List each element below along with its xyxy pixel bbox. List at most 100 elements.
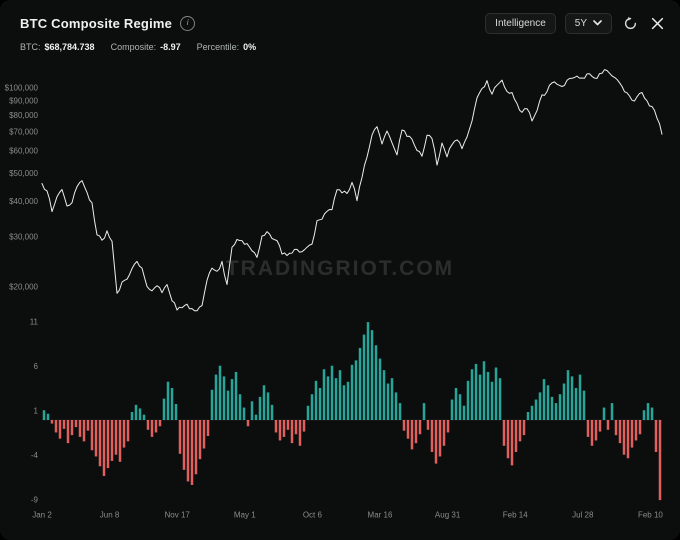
oscillator-bar bbox=[458, 394, 462, 420]
oscillator-bar bbox=[170, 387, 174, 420]
percentile-value: 0% bbox=[243, 42, 257, 52]
oscillator-bar bbox=[494, 367, 498, 420]
stats-row: BTC: $68,784.738 Composite: -8.97 Percen… bbox=[20, 42, 256, 52]
oscillator-bar bbox=[266, 392, 270, 420]
x-tick-label: Nov 17 bbox=[165, 511, 191, 520]
composite-value: -8.97 bbox=[160, 42, 181, 52]
oscillator-bar bbox=[246, 420, 250, 427]
oscillator-bar bbox=[378, 358, 382, 420]
oscillator-y-tick-label: 6 bbox=[34, 362, 39, 371]
oscillator-bar bbox=[274, 420, 278, 433]
oscillator-bar bbox=[482, 361, 486, 420]
price-y-tick-label: $60,000 bbox=[9, 147, 38, 156]
page-title: BTC Composite Regime bbox=[20, 15, 173, 31]
x-tick-label: Jun 8 bbox=[100, 511, 120, 520]
oscillator-bar bbox=[610, 403, 614, 420]
oscillator-bar bbox=[462, 405, 466, 420]
oscillator-bar bbox=[98, 420, 102, 467]
oscillator-bar bbox=[618, 420, 622, 444]
oscillator-bar bbox=[258, 396, 262, 420]
oscillator-bar bbox=[318, 387, 322, 420]
oscillator-bar bbox=[434, 420, 438, 464]
oscillator-bar bbox=[262, 385, 266, 420]
price-y-tick-label: $90,000 bbox=[9, 97, 38, 106]
oscillator-bar bbox=[634, 420, 638, 441]
oscillator-bar bbox=[522, 420, 526, 436]
oscillator-bar bbox=[50, 420, 54, 424]
oscillator-bar bbox=[478, 374, 482, 420]
price-y-tick-label: $30,000 bbox=[9, 232, 38, 241]
oscillator-bar bbox=[270, 404, 274, 420]
timeframe-label: 5Y bbox=[574, 17, 587, 29]
price-y-tick-label: $100,000 bbox=[5, 84, 39, 93]
oscillator-y-tick-label: -9 bbox=[31, 496, 39, 505]
oscillator-bar bbox=[54, 420, 58, 433]
info-icon[interactable]: i bbox=[180, 15, 196, 31]
timeframe-select[interactable]: 5Y bbox=[564, 12, 612, 34]
oscillator-bar bbox=[118, 420, 122, 462]
oscillator-bar bbox=[226, 390, 230, 420]
oscillator-bar bbox=[642, 410, 646, 420]
oscillator-bar bbox=[498, 378, 502, 420]
oscillator-bar bbox=[390, 378, 394, 420]
x-tick-label: May 1 bbox=[234, 511, 256, 520]
oscillator-bar bbox=[110, 420, 114, 461]
oscillator-bar bbox=[354, 360, 358, 420]
oscillator-bar bbox=[450, 399, 454, 420]
chevron-down-icon bbox=[593, 20, 602, 26]
oscillator-bar bbox=[442, 420, 446, 446]
oscillator-bar bbox=[454, 387, 458, 420]
oscillator-bar bbox=[90, 420, 94, 451]
oscillator-bar bbox=[582, 390, 586, 420]
oscillator-bar bbox=[42, 410, 46, 420]
btc-price-line bbox=[41, 69, 663, 312]
oscillator-bar bbox=[122, 420, 126, 448]
oscillator-bar bbox=[278, 420, 282, 441]
refresh-button[interactable] bbox=[621, 14, 640, 33]
btc-price-label: BTC: bbox=[20, 42, 41, 52]
oscillator-bar bbox=[646, 403, 650, 420]
composite-stat: Composite: -8.97 bbox=[111, 42, 181, 52]
price-y-tick-label: $80,000 bbox=[9, 111, 38, 120]
oscillator-bar bbox=[142, 414, 146, 420]
oscillator-bar bbox=[350, 364, 354, 420]
oscillator-bar bbox=[502, 420, 506, 446]
x-tick-label: Aug 31 bbox=[435, 511, 461, 520]
close-button[interactable] bbox=[649, 15, 666, 32]
oscillator-bar bbox=[94, 420, 98, 457]
oscillator-bar bbox=[222, 376, 226, 420]
oscillator-bar bbox=[490, 381, 494, 420]
oscillator-bar bbox=[510, 420, 514, 466]
oscillator-bar bbox=[58, 420, 62, 439]
oscillator-bar bbox=[330, 365, 334, 420]
oscillator-y-tick-label: -4 bbox=[31, 451, 39, 460]
oscillator-bar bbox=[210, 389, 214, 420]
oscillator-bar bbox=[138, 408, 142, 420]
oscillator-bar bbox=[586, 420, 590, 437]
oscillator-bar bbox=[250, 401, 254, 420]
intelligence-button[interactable]: Intelligence bbox=[485, 12, 556, 34]
oscillator-bar bbox=[406, 420, 410, 439]
intelligence-button-label: Intelligence bbox=[495, 17, 546, 29]
x-tick-label: Jan 2 bbox=[32, 511, 52, 520]
oscillator-bar bbox=[534, 399, 538, 420]
oscillator-bar bbox=[550, 396, 554, 420]
btc-price-stat: BTC: $68,784.738 bbox=[20, 42, 95, 52]
oscillator-bar bbox=[146, 420, 150, 430]
oscillator-bar bbox=[394, 392, 398, 420]
oscillator-bar bbox=[174, 403, 178, 420]
oscillator-bar bbox=[398, 403, 402, 420]
oscillator-bar bbox=[470, 369, 474, 420]
oscillator-bar bbox=[46, 413, 50, 420]
oscillator-bar bbox=[194, 420, 198, 475]
oscillator-bar bbox=[422, 403, 426, 420]
oscillator-bar bbox=[86, 420, 90, 431]
oscillator-bar bbox=[410, 420, 414, 450]
oscillator-bar bbox=[306, 405, 310, 420]
oscillator-bar bbox=[242, 407, 246, 420]
oscillator-bar bbox=[334, 378, 338, 420]
oscillator-bar bbox=[282, 420, 286, 437]
oscillator-bar bbox=[590, 420, 594, 446]
oscillator-bar bbox=[506, 420, 510, 459]
oscillator-bar bbox=[234, 371, 238, 420]
